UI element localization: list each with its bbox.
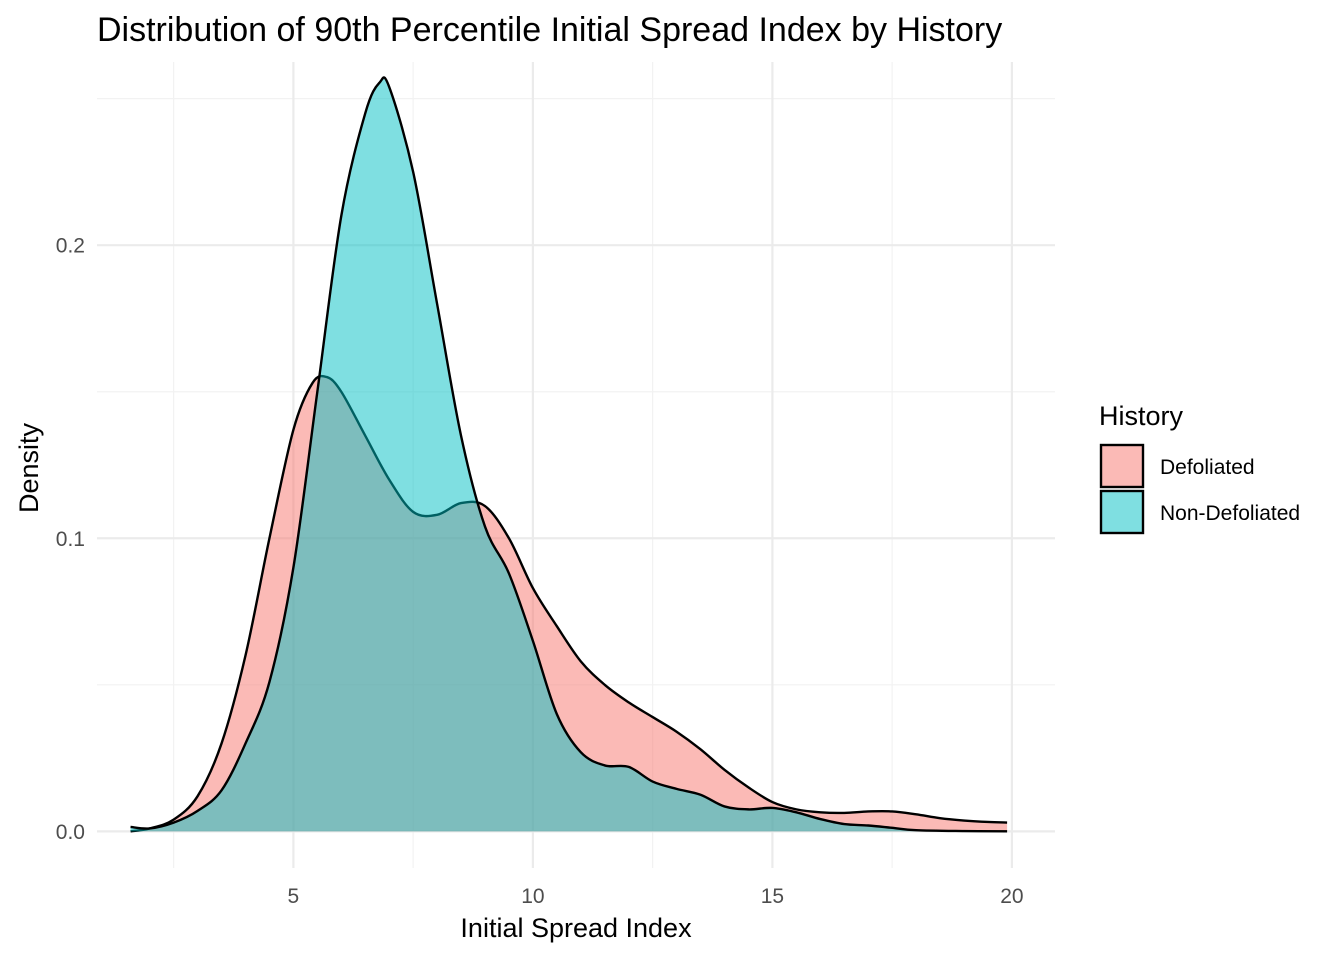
y-tick-label: 0.1 [56,528,85,551]
x-tick-label: 5 [288,885,300,908]
y-tick-label: 0.0 [56,821,85,844]
legend-key-non-defoliated [1099,489,1145,535]
legend-items: Defoliated Non-Defoliated [1099,443,1300,535]
y-tick-label: 0.2 [56,235,85,258]
chart-title: Distribution of 90th Percentile Initial … [97,11,1002,49]
x-axis-title: Initial Spread Index [460,913,692,943]
y-axis-title: Density [14,422,44,513]
legend-key-defoliated [1099,443,1145,489]
density-area-non-defoliated [130,77,1008,832]
x-tick-label: 15 [761,885,784,908]
legend-label-non-defoliated: Non-Defoliated [1160,502,1300,525]
legend: History Defoliated Non-Defoliated [1099,401,1300,535]
x-tick-label: 20 [1000,885,1023,908]
legend-title: History [1099,401,1184,431]
density-outline-defoliated [130,374,1008,833]
x-tick-label: 10 [521,885,544,908]
legend-label-defoliated: Defoliated [1160,456,1255,479]
tick-labels: 5 10 15 20 0.0 0.1 0.2 [56,235,1024,908]
density-outline-non-defoliated [130,76,1008,833]
density-areas [130,76,1008,833]
